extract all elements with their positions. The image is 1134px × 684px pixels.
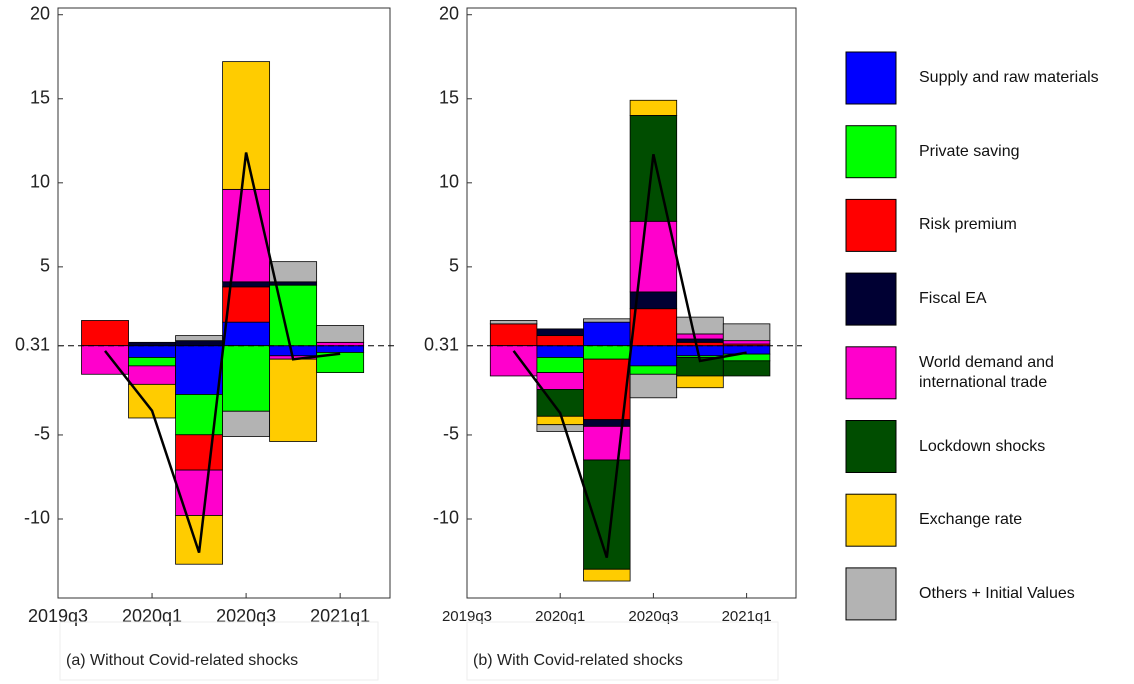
bar-segment — [222, 61, 271, 190]
x-tick-label: 2020q1 — [535, 608, 585, 625]
y-tick-label: 5 — [449, 256, 459, 276]
bar-segment — [81, 320, 129, 347]
caption-box — [466, 621, 779, 681]
bar-segment — [536, 357, 584, 373]
caption-box — [59, 621, 379, 681]
bar-segment — [175, 515, 223, 565]
legend-swatch — [845, 198, 897, 252]
bar-segment — [676, 345, 724, 357]
legend-label: World demand and international trade — [919, 353, 1054, 391]
bar-segment — [175, 434, 223, 471]
legend-swatch — [845, 125, 897, 179]
y-tick-label: 0.31 — [424, 334, 459, 354]
bar-segment — [629, 99, 678, 116]
bar-segment — [536, 328, 584, 337]
bar-segment — [676, 375, 724, 389]
bar-segment — [536, 424, 584, 432]
legend-swatch — [845, 51, 897, 105]
y-tick-label: 15 — [30, 88, 50, 108]
bar-segment — [583, 345, 631, 360]
bar-segment — [222, 321, 271, 347]
bar-segment — [222, 188, 271, 283]
bar-segment — [222, 345, 271, 412]
bar-segment — [128, 345, 176, 358]
y-tick-label: 10 — [439, 172, 459, 192]
x-tick-label: 2020q1 — [122, 606, 182, 626]
legend-label: Fiscal EA — [919, 290, 987, 308]
total-line — [104, 152, 341, 554]
y-tick-label: 20 — [439, 3, 459, 23]
bar-segment — [175, 340, 223, 347]
y-tick-label: 10 — [30, 172, 50, 192]
bar-segment — [269, 358, 318, 442]
bar-segment — [629, 365, 678, 375]
legend-label: Exchange rate — [919, 511, 1023, 529]
bar-segment — [583, 568, 631, 582]
y-tick-label: 20 — [30, 3, 50, 23]
bar-segment — [676, 316, 724, 335]
caption: (a) Without Covid-related shocks — [66, 652, 298, 669]
bar-segment — [175, 469, 223, 516]
bar-segment — [536, 335, 584, 347]
legend-swatch — [845, 272, 897, 326]
bar-segment — [722, 323, 771, 342]
y-tick-label: -10 — [433, 508, 459, 528]
x-tick-label: 2021q1 — [722, 608, 772, 625]
bar-segment — [222, 410, 271, 437]
bar-segment — [316, 341, 365, 347]
y-tick-label: 15 — [439, 88, 459, 108]
y-tick-label: -10 — [24, 508, 50, 528]
x-tick-label: 2021q1 — [310, 606, 370, 626]
bar-segment — [629, 115, 678, 222]
legend-label: Supply and raw materials — [919, 69, 1099, 86]
legend-swatch — [845, 493, 897, 547]
bar-segment — [583, 321, 631, 347]
bar-segment — [489, 320, 538, 325]
bar-segment — [676, 341, 724, 347]
y-tick-label: 5 — [40, 256, 50, 276]
bar-segment — [489, 323, 538, 347]
y-tick-label: -5 — [34, 424, 50, 444]
legend-label: Lockdown shocks — [919, 437, 1046, 455]
bar-segment — [629, 308, 678, 347]
bar-segment — [536, 372, 584, 390]
bar-segment — [128, 365, 176, 385]
bar-segment — [536, 345, 584, 358]
x-tick-label: 2020q3 — [216, 606, 276, 626]
bar-segment — [676, 333, 724, 340]
x-tick-label: 2019q3 — [28, 606, 88, 626]
caption: (b) With Covid-related shocks — [473, 652, 683, 669]
y-tick-label: -5 — [443, 424, 459, 444]
legend-label: Others + Initial Values — [919, 584, 1075, 602]
legend-swatch — [845, 420, 897, 473]
x-tick-label: 2020q3 — [628, 608, 678, 625]
bar-segment — [175, 335, 223, 342]
legend-swatch — [845, 567, 897, 621]
bar-segment — [629, 373, 678, 399]
bar-segment — [269, 261, 318, 283]
bar-segment — [536, 415, 584, 426]
bar-segment — [128, 341, 176, 347]
y-tick-label: 0.31 — [15, 334, 50, 354]
bar-segment — [583, 318, 631, 323]
bar-segment — [629, 345, 678, 367]
legend-label: Risk premium — [919, 216, 1017, 234]
total-line — [512, 153, 747, 559]
bar-segment — [316, 352, 365, 373]
bar-segment — [128, 357, 176, 367]
bar-segment — [269, 284, 318, 347]
bar-segment — [676, 338, 724, 343]
legend-swatch — [845, 346, 897, 400]
legend-label: Private saving — [919, 142, 1020, 160]
bar-segment — [583, 425, 631, 461]
x-tick-label: 2019q3 — [442, 608, 492, 625]
bar-segment — [175, 345, 223, 395]
bar-segment — [722, 340, 771, 345]
bar-segment — [316, 345, 365, 353]
bar-segment — [722, 360, 771, 377]
bar-segment — [316, 325, 365, 343]
